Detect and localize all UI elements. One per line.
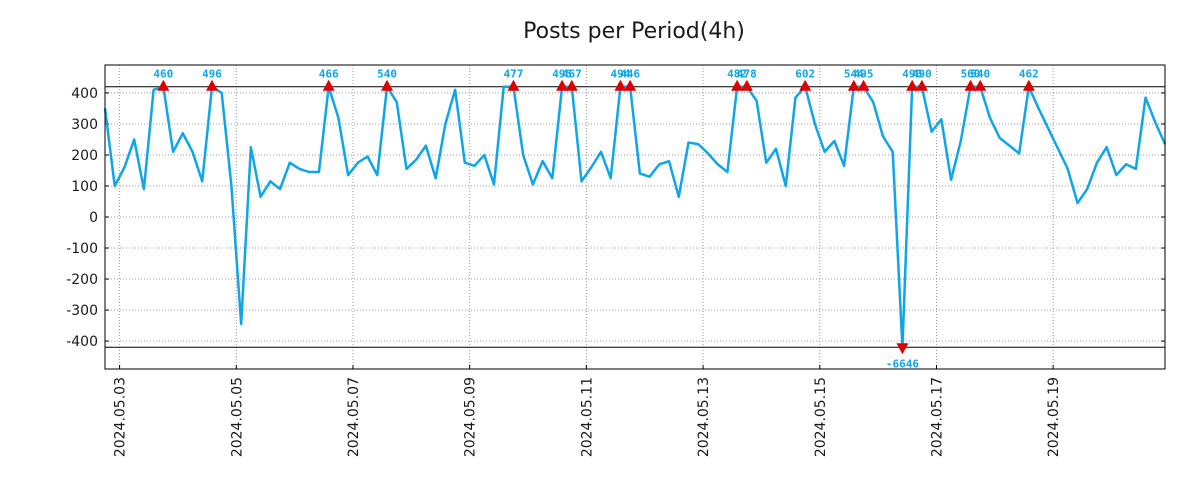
marker-up xyxy=(381,79,394,91)
y-tick-label: 0 xyxy=(89,210,98,226)
marker-up xyxy=(624,79,637,91)
marker-up xyxy=(556,79,569,91)
marker-up xyxy=(565,79,578,91)
series-layer xyxy=(103,85,1167,349)
annotation-label: 446 xyxy=(620,68,640,81)
marker-up xyxy=(205,79,218,91)
chart-title: Posts per Period(4h) xyxy=(523,19,745,44)
annotation-label: 482 xyxy=(727,68,747,81)
y-tick-label: 200 xyxy=(71,148,98,164)
marker-up xyxy=(857,79,870,91)
annotation-label: 490 xyxy=(902,68,922,81)
annotation-label: 496 xyxy=(202,68,222,81)
y-tick-label: 300 xyxy=(71,117,98,133)
grid xyxy=(105,65,1165,369)
x-tick-label: 2024.05.11 xyxy=(579,377,595,457)
annotation-label: 540 xyxy=(970,68,990,81)
annotation-label: 544 xyxy=(844,68,864,81)
annotation-label: 460 xyxy=(153,68,173,81)
y-tick-label: -200 xyxy=(66,272,98,288)
y-tick-label: -300 xyxy=(66,303,98,319)
annotation-label: 462 xyxy=(1019,68,1039,81)
marker-up xyxy=(157,79,170,91)
annotation-label: -6646 xyxy=(886,357,919,370)
marker-up xyxy=(740,79,753,91)
marker-down xyxy=(896,343,909,355)
x-tick-label: 2024.05.19 xyxy=(1046,377,1062,457)
y-tick-label: 100 xyxy=(71,179,98,195)
annotation-label: 478 xyxy=(737,68,757,81)
marker-up xyxy=(915,79,928,91)
annotation-label: 495 xyxy=(552,68,572,81)
y-axis-ticks: 400 300 200 100 0 -100 -200 -300 -400 xyxy=(66,86,1165,350)
x-tick-label: 2024.05.09 xyxy=(463,377,479,457)
marker-up xyxy=(799,79,812,91)
x-tick-label: 2024.05.13 xyxy=(696,377,712,457)
annotation-label: 467 xyxy=(562,68,582,81)
x-axis-ticks: 2024.05.03 2024.05.05 2024.05.07 2024.05.09… xyxy=(113,365,1062,457)
annotation-label: 494 xyxy=(610,68,630,81)
marker-up xyxy=(322,79,335,91)
annotation-label: 477 xyxy=(504,68,524,81)
marker-up xyxy=(974,79,987,91)
x-tick-label: 2024.05.03 xyxy=(113,377,129,457)
marker-up xyxy=(847,79,860,91)
marker-up xyxy=(614,79,627,91)
clip-band-lines xyxy=(105,86,1165,348)
marker-up xyxy=(731,79,744,91)
annotation-label: 560 xyxy=(961,68,981,81)
annotation-label: 466 xyxy=(319,68,339,81)
series-line-posts xyxy=(103,85,1167,349)
annotation-label: 490 xyxy=(912,68,932,81)
x-tick-label: 2024.05.17 xyxy=(929,377,945,457)
y-tick-label: 400 xyxy=(71,86,98,102)
x-tick-label: 2024.05.05 xyxy=(229,377,245,457)
annotation-label: 495 xyxy=(854,68,874,81)
x-tick-label: 2024.05.07 xyxy=(346,377,362,457)
plot-frame xyxy=(104,64,1166,370)
y-tick-label: -400 xyxy=(66,334,98,350)
annotation-label: 540 xyxy=(377,68,397,81)
marker-up xyxy=(507,79,520,91)
marker-up xyxy=(1022,79,1035,91)
marker-up xyxy=(906,79,919,91)
annotation-label: 602 xyxy=(795,68,815,81)
marker-up xyxy=(964,79,977,91)
x-tick-label: 2024.05.15 xyxy=(813,377,829,457)
y-tick-label: -100 xyxy=(66,241,98,257)
